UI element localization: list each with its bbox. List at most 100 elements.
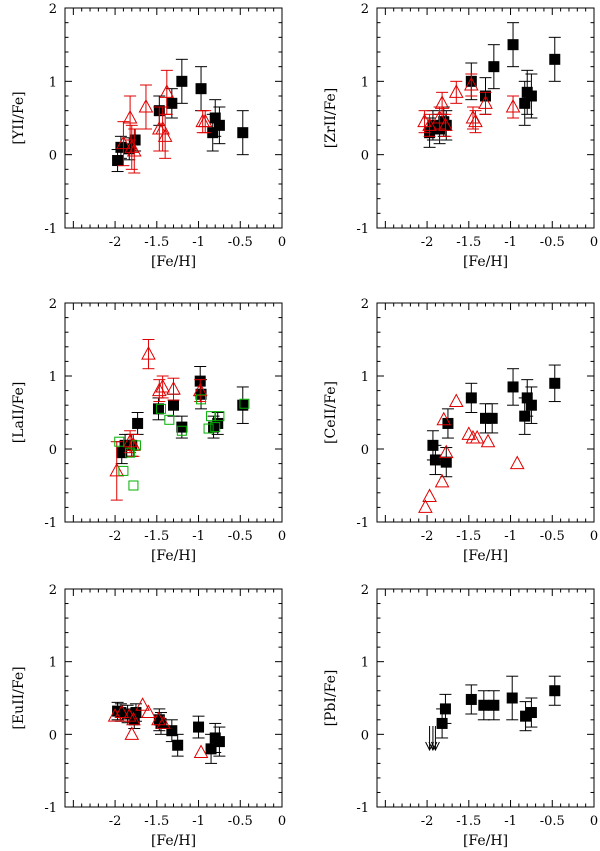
data-point [422, 488, 437, 502]
x-tick-label: -2 [109, 529, 122, 544]
data-point [119, 439, 131, 451]
y-tick-label: 2 [49, 2, 57, 17]
data-point [509, 455, 525, 470]
data-point [124, 726, 140, 740]
data-point [164, 414, 175, 425]
y-tick-label: 2 [361, 2, 369, 17]
x-tick-label: 0 [278, 235, 286, 250]
data-point [155, 378, 170, 393]
x-tick-label: -1.5 [456, 235, 481, 250]
data-point [525, 707, 537, 719]
data-point [107, 708, 123, 722]
data-point [525, 399, 537, 411]
data-point [203, 423, 214, 434]
plot-frame [376, 7, 595, 229]
data-point [114, 704, 130, 719]
data-point [125, 447, 136, 458]
data-point [549, 53, 561, 65]
series-black-squares [111, 701, 226, 764]
data-point [159, 84, 175, 98]
y-axis-label: [YII/Fe] [11, 91, 27, 144]
x-tick-label: -0.5 [228, 529, 253, 544]
data-point [122, 109, 138, 124]
data-point [205, 743, 217, 755]
data-point [115, 141, 127, 153]
series-red-triangles [417, 73, 521, 137]
data-point [521, 392, 533, 404]
data-point [114, 436, 125, 447]
data-point [212, 417, 224, 429]
panel-middle-right: -2 -1.5 -1 -0.5 0 -1 0 1 2 [Fe/H] [CeII/Fe] [323, 297, 598, 564]
x-tick-label: -1 [192, 235, 205, 250]
data-point [237, 399, 249, 411]
data-point [141, 704, 156, 719]
data-point [126, 711, 141, 726]
data-point [132, 417, 144, 429]
data-point [193, 744, 209, 758]
y-axis-label: [PbI/Fe] [323, 670, 339, 727]
x-axis-label: [Fe/H] [151, 254, 196, 270]
x-tick-label: -0.5 [228, 235, 253, 250]
data-point [486, 412, 498, 424]
series-green-squares [114, 394, 250, 491]
data-point [465, 430, 481, 444]
data-point [480, 412, 491, 424]
data-point [438, 117, 453, 131]
data-point [176, 425, 187, 436]
data-point [525, 90, 537, 102]
x-axis-label: [Fe/H] [463, 548, 508, 564]
x-tick-label: 0 [590, 235, 598, 250]
data-point [168, 399, 179, 411]
x-tick-label: -2 [421, 235, 434, 250]
y-tick-label: 1 [49, 75, 57, 90]
data-point [135, 697, 150, 711]
data-point [239, 398, 250, 409]
data-point [115, 707, 127, 719]
data-point [210, 422, 221, 433]
data-point [448, 84, 464, 98]
x-tick-label: -1 [192, 814, 205, 829]
data-point [118, 465, 129, 476]
data-point [434, 95, 450, 109]
data-point [166, 381, 181, 395]
x-tick-label: 0 [278, 814, 286, 829]
y-tick-label: 1 [361, 370, 369, 385]
data-point [436, 411, 452, 426]
data-point [166, 725, 178, 737]
y-tick-label: 0 [361, 149, 369, 164]
x-tick-label: -1 [192, 529, 205, 544]
data-point [440, 119, 452, 131]
series-red-triangles [418, 393, 525, 513]
data-point [193, 721, 205, 733]
data-point [195, 83, 207, 95]
data-point [434, 473, 450, 488]
data-point [176, 421, 188, 433]
data-point [422, 117, 437, 131]
y-axis-label: [EuII/Fe] [11, 666, 27, 729]
data-point [549, 377, 561, 389]
y-tick-label: -1 [44, 222, 57, 237]
data-point [439, 703, 451, 715]
data-point [130, 707, 142, 719]
data-point [448, 393, 464, 408]
y-tick-label: 1 [49, 370, 57, 385]
data-point [155, 403, 166, 414]
y-tick-label: -1 [356, 222, 369, 237]
data-point [152, 403, 164, 415]
plot-frame [64, 588, 283, 808]
data-point [478, 699, 490, 711]
data-point [506, 692, 518, 704]
data-point [207, 127, 219, 139]
data-point [128, 714, 140, 726]
panel-top-left: -2 -1.5 -1 -0.5 0 -1 0 1 2 [Fe/H] [YII/Fe] [11, 2, 286, 270]
y-tick-label: 2 [49, 583, 57, 598]
x-tick-label: -0.5 [540, 529, 565, 544]
data-point [488, 699, 500, 711]
y-tick-label: 2 [361, 583, 369, 598]
y-tick-label: 1 [49, 656, 57, 671]
y-tick-label: -1 [356, 516, 369, 531]
x-tick-label: -2 [421, 814, 434, 829]
data-point [122, 708, 134, 720]
x-axis-label: [Fe/H] [463, 833, 508, 849]
data-point [214, 411, 225, 422]
